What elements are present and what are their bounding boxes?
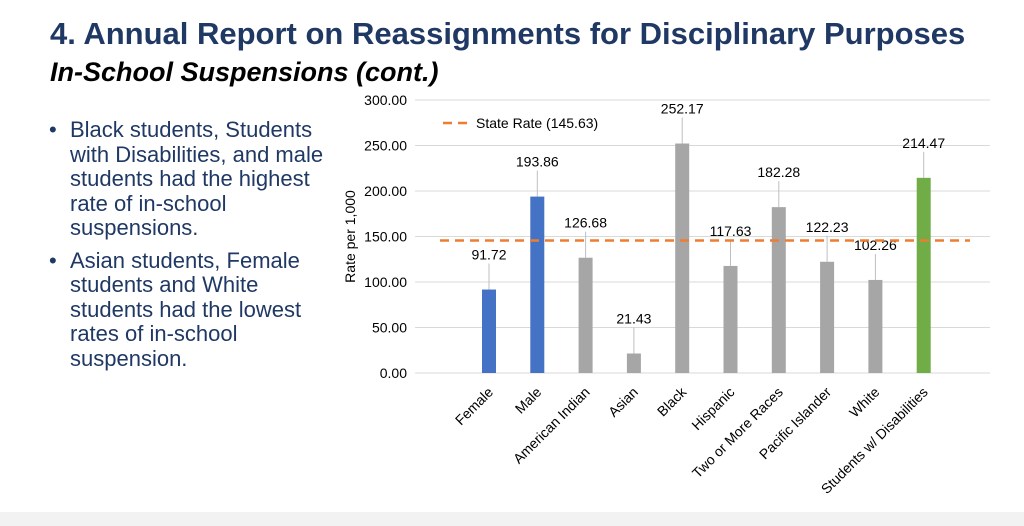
data-label: 182.28	[757, 164, 800, 180]
bar	[820, 261, 835, 373]
bar	[530, 196, 545, 373]
bar	[916, 177, 931, 373]
data-label: 126.68	[564, 215, 607, 231]
footer-bar	[0, 512, 1024, 526]
y-tick-label: 200.00	[364, 183, 407, 199]
bar	[868, 279, 883, 373]
bar	[675, 143, 690, 373]
bullet-icon: •	[49, 117, 57, 142]
suspension-rate-chart: 0.00 50.00 100.00 150.00 200.00 250.00 300.00 R…	[342, 92, 990, 497]
slide-title: 4. Annual Report on Reassignments for Di…	[50, 16, 966, 51]
bar	[626, 353, 641, 373]
y-tick-label: 0.00	[380, 365, 407, 381]
data-label: 21.43	[616, 310, 651, 326]
data-label: 193.86	[516, 154, 559, 170]
legend-label: State Rate (145.63)	[476, 115, 598, 131]
x-tick-label: Two or More Races	[689, 384, 786, 481]
bar	[578, 257, 593, 373]
y-tick-label: 300.00	[364, 92, 407, 108]
bullet-item: • Black students, Students with Disabili…	[46, 117, 336, 241]
y-tick-label: 150.00	[364, 229, 407, 245]
y-axis-label: Rate per 1,000	[342, 190, 358, 283]
slide-subtitle: In-School Suspensions (cont.)	[50, 57, 439, 87]
data-label: 122.23	[806, 219, 849, 235]
bar	[482, 289, 496, 373]
bar	[723, 265, 738, 373]
x-tick-label: Female	[452, 384, 496, 428]
bar	[771, 207, 786, 373]
bullet-text: Black students, Students with Disabiliti…	[70, 117, 324, 240]
x-tick-label: Male	[512, 384, 545, 417]
x-tick-label: White	[846, 384, 883, 421]
x-tick-label: Asian	[605, 384, 641, 420]
y-tick-label: 250.00	[364, 138, 407, 154]
y-tick-label: 100.00	[364, 274, 407, 290]
bullet-list: • Black students, Students with Disabili…	[46, 117, 336, 379]
bullet-item: • Asian students, Female students and Wh…	[46, 247, 336, 372]
data-label: 252.17	[661, 101, 704, 117]
data-label: 91.72	[471, 247, 506, 263]
y-tick-label: 50.00	[372, 320, 407, 336]
data-label: 117.63	[710, 223, 752, 239]
bullet-icon: •	[49, 247, 57, 273]
data-label: 214.47	[902, 135, 945, 151]
x-tick-label: Hispanic	[688, 384, 737, 433]
x-tick-label: Black	[654, 383, 690, 419]
bullet-text: Asian students, Female students and Whit…	[70, 247, 302, 371]
